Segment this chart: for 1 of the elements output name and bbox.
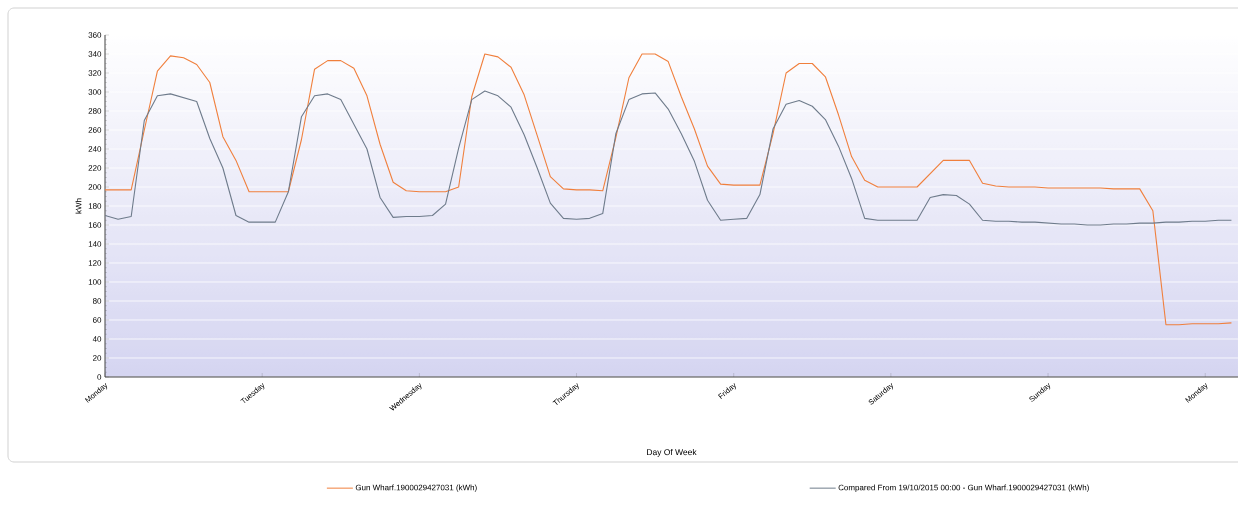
- x-axis-title: Day Of Week: [647, 448, 697, 457]
